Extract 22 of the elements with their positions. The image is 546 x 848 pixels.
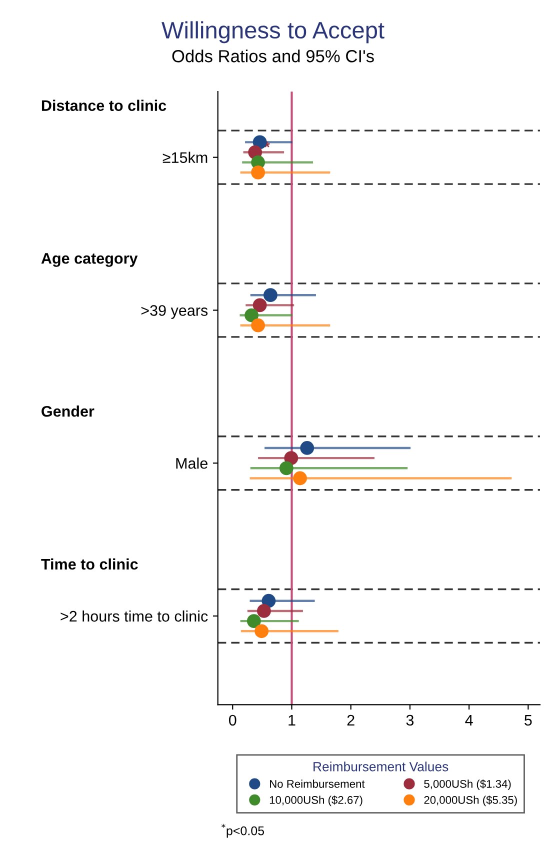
text: $^{*}$p<0.05: [222, 824, 264, 838]
legend-label: 20,000USh ($5.35): [424, 796, 517, 806]
legend-label: 5,000USh ($1.34): [424, 779, 511, 790]
text: Age category: [41, 253, 138, 267]
y-tick-label: ≥15km: [162, 152, 208, 164]
text: Distance to clinic: [42, 100, 166, 111]
x-tick-label: 2: [347, 714, 354, 726]
x-tick-label: 3: [406, 714, 414, 726]
x-tick-label: 0: [228, 714, 236, 726]
legend-title: Reimbursement Values: [314, 762, 448, 772]
y-tick-label: >2 hours time to clinic: [60, 610, 208, 622]
legend-label: 10,000USh ($2.67): [270, 796, 362, 806]
x-tick-label: 1: [288, 714, 296, 726]
text: Time to clinic: [41, 558, 138, 570]
text: Gender: [42, 406, 94, 417]
chart-subtitle: Odds Ratios and 95% CI's: [172, 50, 374, 62]
x-tick-label: 5: [524, 714, 532, 726]
x-tick-label: 4: [465, 714, 473, 726]
chart-title: Willingness to Accept: [162, 21, 384, 44]
legend-label: No Reimbursement: [270, 780, 365, 788]
y-tick-label: >39 years: [141, 305, 208, 319]
y-tick-label: Male: [176, 458, 208, 469]
